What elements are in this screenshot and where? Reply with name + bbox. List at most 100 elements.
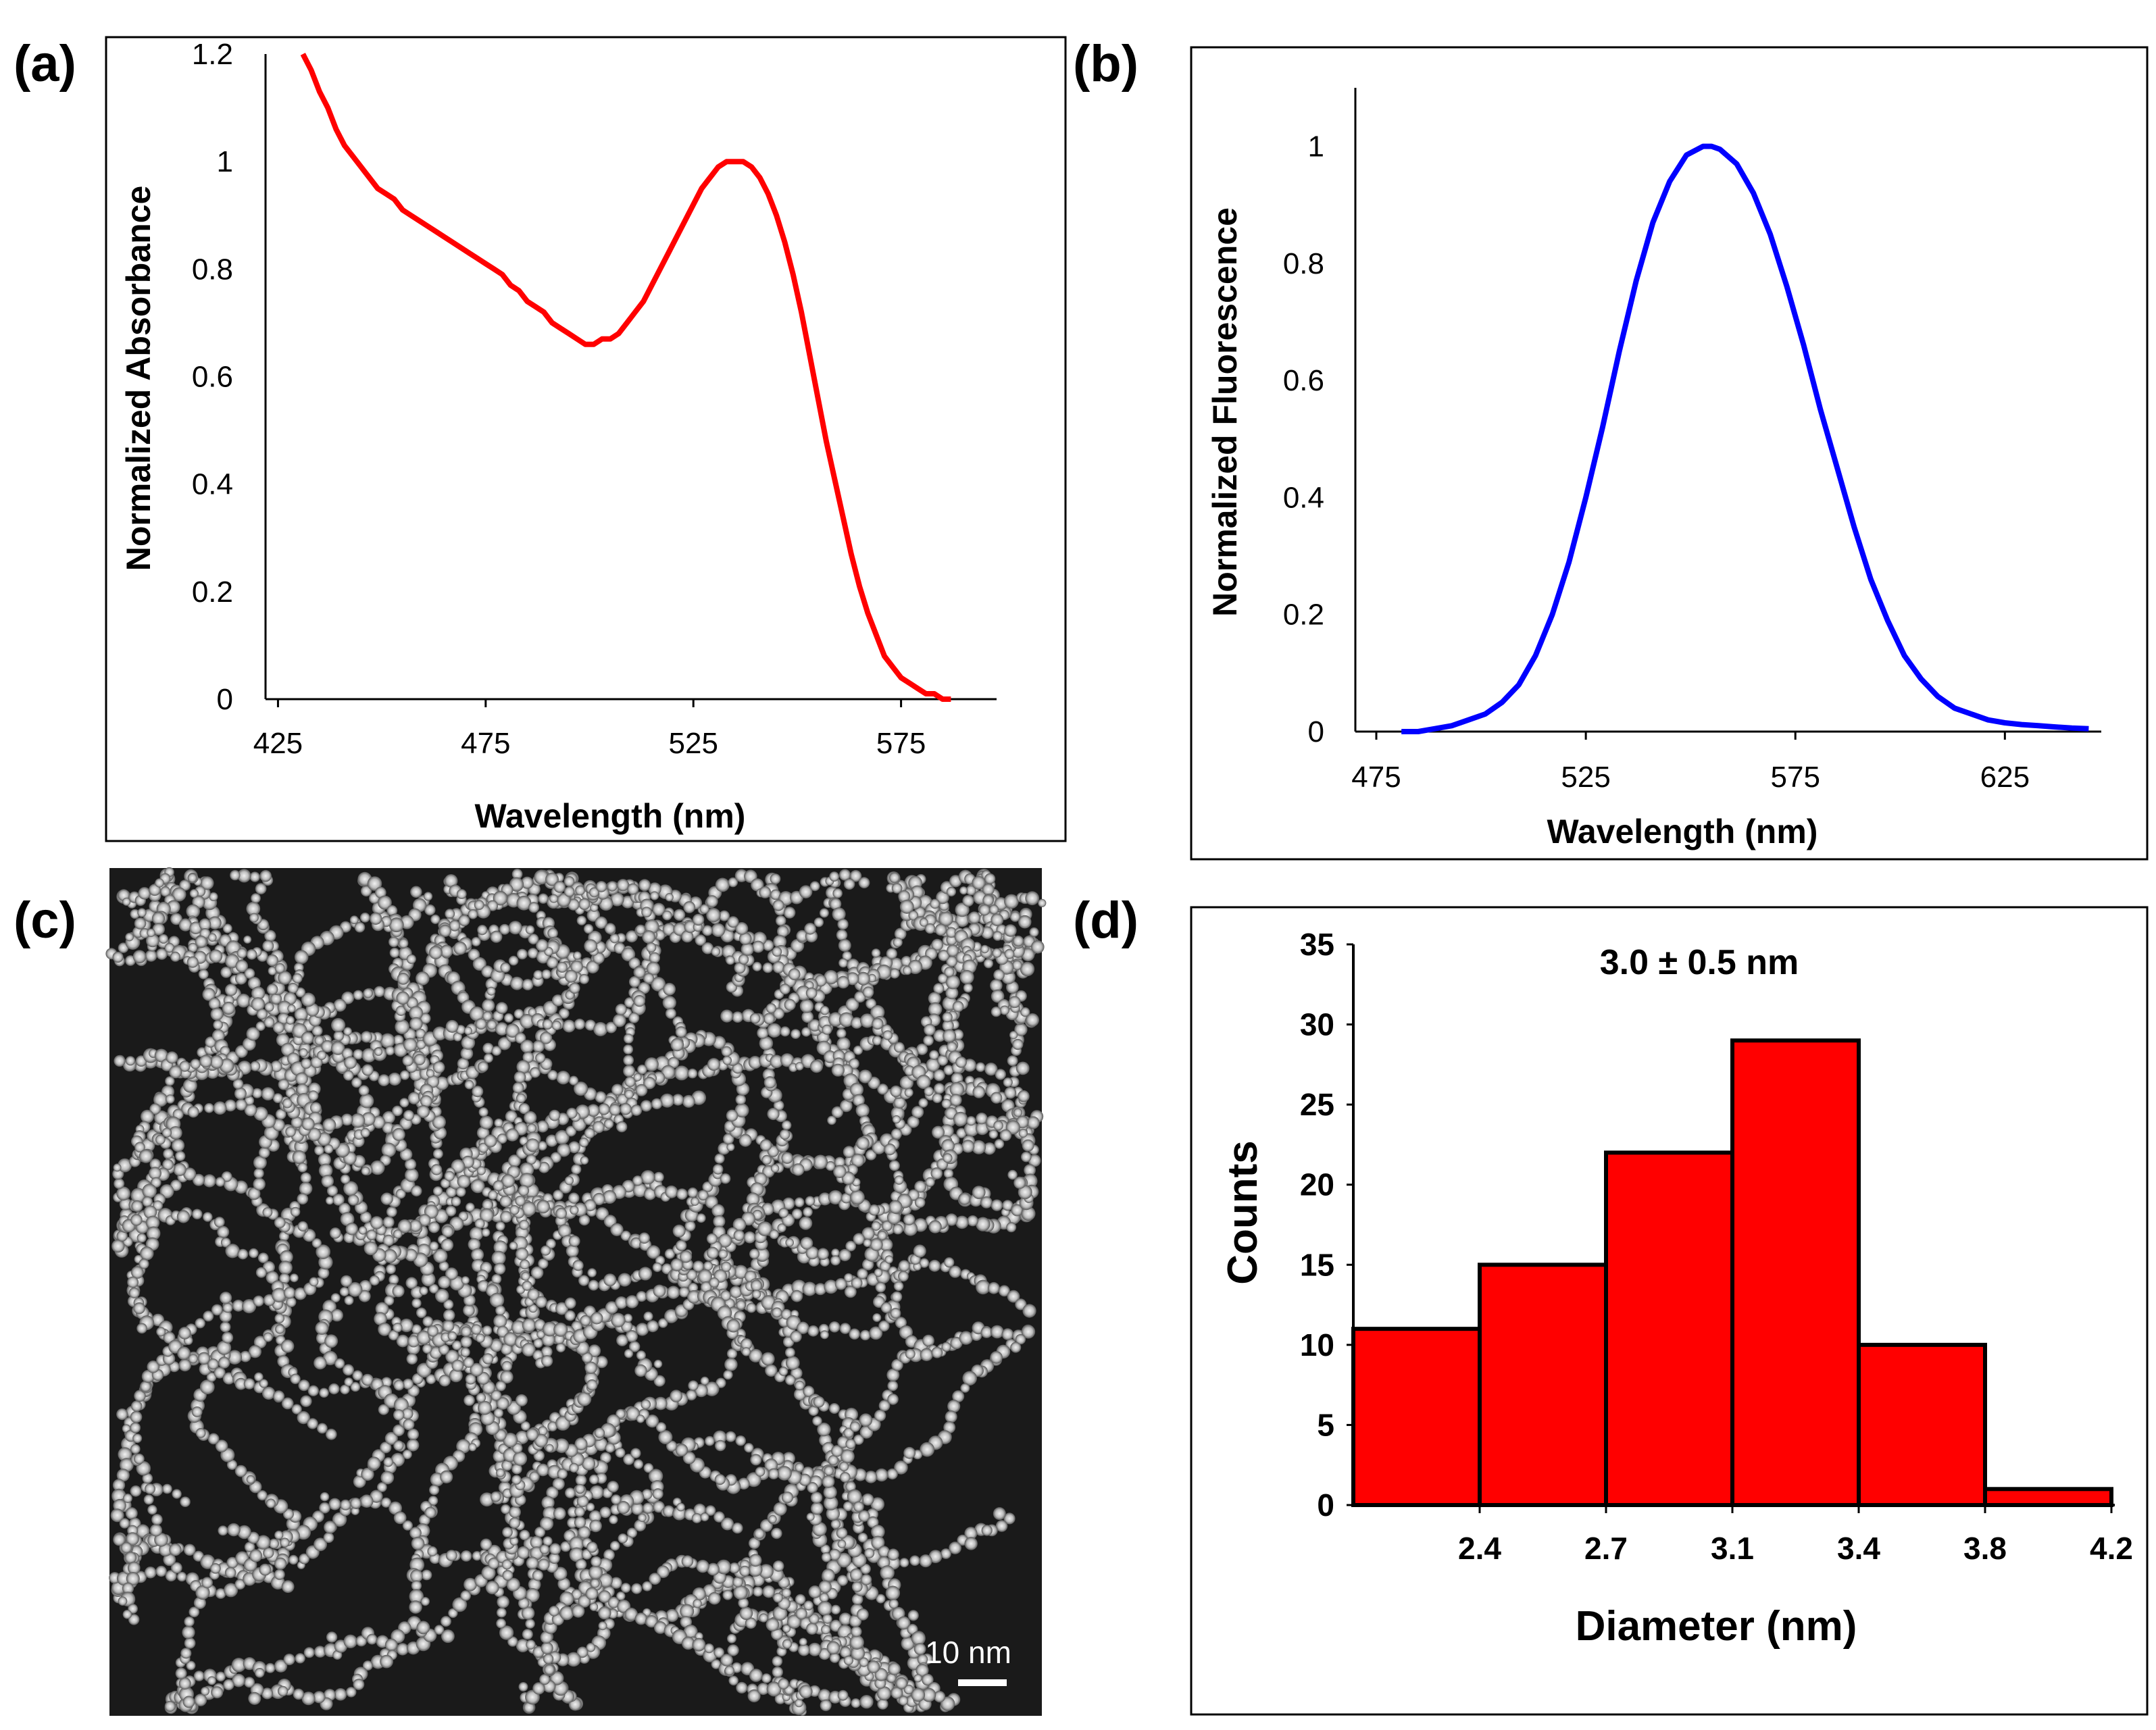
nanoparticle: [772, 1656, 783, 1667]
nanoparticle: [570, 960, 583, 973]
nanoparticle: [385, 1046, 395, 1056]
nanoparticle: [995, 1069, 1007, 1080]
nanoparticle: [1026, 1013, 1039, 1027]
nanoparticle: [132, 1433, 143, 1444]
nanoparticle: [845, 1240, 857, 1252]
nanoparticle: [807, 1325, 819, 1337]
nanoparticle: [590, 1578, 600, 1588]
nanoparticle: [469, 1006, 484, 1021]
nanoparticle: [549, 1543, 561, 1555]
nanoparticle: [761, 1154, 772, 1165]
nanoparticle: [817, 1422, 831, 1437]
nanoparticle: [696, 1213, 706, 1223]
nanoparticle: [647, 1320, 659, 1333]
nanoparticle: [236, 948, 247, 959]
nanoparticle: [393, 1229, 403, 1239]
nanoparticle: [734, 962, 746, 974]
nanoparticle: [147, 1504, 157, 1515]
nanoparticle: [424, 892, 433, 901]
nanoparticle: [546, 957, 559, 969]
nanoparticle: [578, 1275, 590, 1286]
panel-b-y-tick-label: 0: [1308, 715, 1324, 748]
nanoparticle: [598, 1606, 611, 1620]
nanoparticle: [255, 1267, 267, 1278]
nanoparticle: [146, 1226, 161, 1241]
nanoparticle: [518, 1185, 530, 1196]
nanoparticle: [478, 1107, 488, 1117]
nanoparticle: [536, 1463, 549, 1477]
nanoparticle: [113, 1533, 126, 1546]
nanoparticle: [522, 1281, 532, 1291]
nanoparticle: [735, 922, 749, 935]
nanoparticle: [118, 1158, 132, 1173]
nanoparticle: [878, 1320, 890, 1332]
nanoparticle: [759, 1564, 774, 1579]
nanoparticle: [735, 1094, 747, 1105]
nanoparticle: [506, 1577, 520, 1592]
nanoparticle: [433, 1248, 448, 1263]
nanoparticle: [631, 1583, 643, 1594]
nanoparticle: [841, 1449, 855, 1464]
nanoparticle: [334, 1358, 345, 1369]
nanoparticle: [572, 1604, 585, 1618]
nanoparticle: [527, 1123, 536, 1134]
nanoparticle: [697, 1190, 709, 1201]
nanoparticle: [728, 1675, 738, 1686]
nanoparticle: [676, 1240, 687, 1252]
nanoparticle: [1021, 1325, 1036, 1339]
nanoparticle: [581, 1352, 593, 1363]
nanoparticle: [287, 982, 299, 994]
nanoparticle: [130, 1214, 143, 1226]
nanoparticle: [226, 1459, 238, 1470]
nanoparticle: [482, 1325, 493, 1335]
panel-b-x-tick-label: 625: [1980, 761, 2030, 794]
nanoparticle: [641, 1399, 651, 1410]
nanoparticle: [626, 1330, 638, 1342]
nanoparticle: [222, 1001, 235, 1015]
nanoparticle: [663, 1505, 675, 1517]
nanoparticle: [593, 1192, 605, 1206]
nanoparticle: [314, 1646, 326, 1658]
nanoparticle: [770, 873, 781, 884]
nanoparticle: [480, 1538, 493, 1550]
nanoparticle: [550, 1152, 561, 1163]
panel-d-y-tick-label: 0: [1317, 1487, 1334, 1523]
nanoparticle: [991, 1092, 1003, 1104]
nanoparticle: [319, 1388, 329, 1398]
nanoparticle: [169, 1065, 182, 1079]
nanoparticle: [126, 1572, 140, 1585]
nanoparticle: [230, 869, 241, 881]
nanoparticle: [406, 1439, 420, 1452]
nanoparticle: [844, 1286, 857, 1298]
nanoparticle: [832, 888, 843, 898]
nanoparticle: [733, 1229, 745, 1242]
nanoparticle: [496, 1618, 506, 1629]
absorbance-series-line: [300, 53, 951, 702]
nanoparticle: [367, 1456, 381, 1471]
nanoparticle: [403, 1378, 413, 1390]
nanoparticle: [122, 1582, 134, 1594]
nanoparticle: [858, 877, 870, 889]
nanoparticle: [923, 1035, 934, 1046]
nanoparticle: [402, 1449, 412, 1460]
nanoparticle: [516, 1639, 530, 1653]
nanoparticle: [542, 1019, 553, 1030]
nanoparticle: [511, 1463, 522, 1475]
nanoparticle: [838, 958, 848, 968]
nanoparticle: [845, 1481, 856, 1492]
nanoparticle: [294, 1007, 308, 1021]
nanoparticle: [540, 1517, 554, 1531]
nanoparticle: [187, 873, 197, 883]
nanoparticle: [913, 1674, 922, 1683]
nanoparticle: [481, 1565, 496, 1580]
nanoparticle: [516, 1060, 530, 1074]
nanoparticle: [220, 1321, 231, 1333]
nanoparticle: [586, 960, 599, 974]
nanoparticle: [158, 934, 168, 944]
nanoparticle: [401, 1408, 413, 1420]
nanoparticle: [626, 930, 638, 943]
nanoparticle: [187, 1106, 199, 1118]
nanoparticle: [752, 1290, 761, 1299]
nanoparticle: [530, 1266, 544, 1279]
nanoparticle: [843, 1655, 853, 1666]
